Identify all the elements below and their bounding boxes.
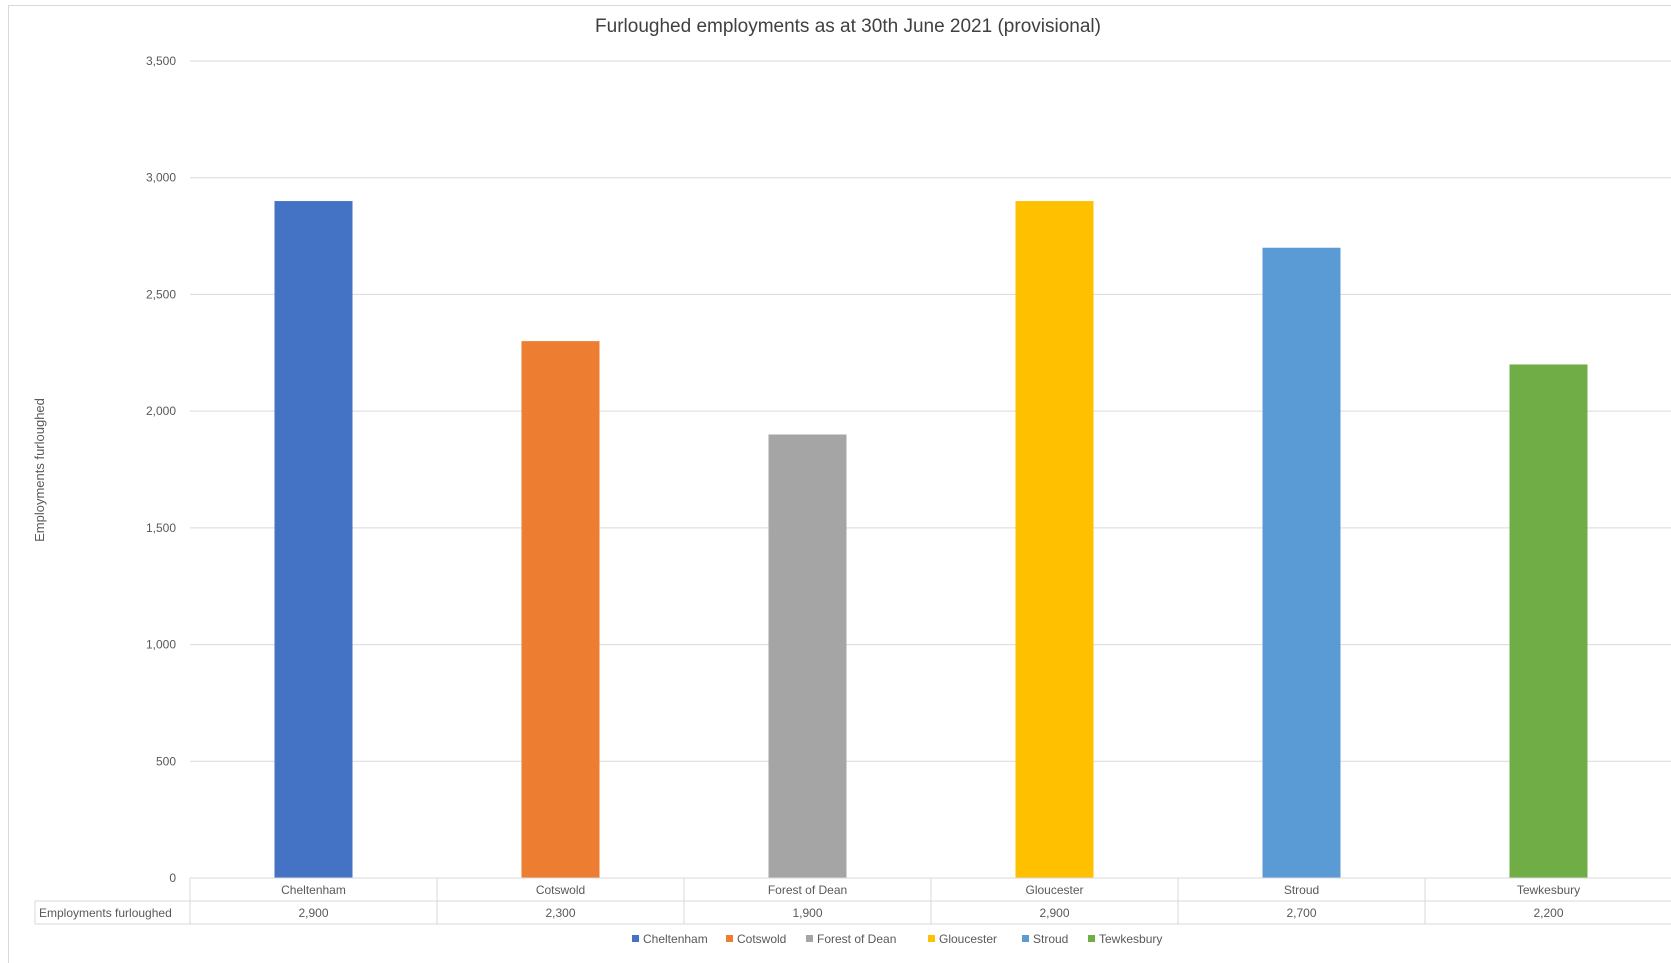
x-tick-label: Cotswold [536, 883, 585, 897]
x-tick-label: Stroud [1284, 883, 1319, 897]
y-tick-label: 0 [169, 871, 176, 885]
y-tick-label: 1,500 [146, 521, 176, 535]
legend-swatch [928, 935, 935, 942]
legend-swatch [1088, 935, 1095, 942]
y-tick-label: 500 [156, 754, 176, 768]
bar-cheltenham [274, 201, 353, 879]
bar-tewkesbury [1509, 364, 1588, 878]
bar-gloucester [1015, 201, 1094, 879]
y-tick-label: 2,500 [146, 287, 176, 301]
x-tick-label: Cheltenham [281, 883, 346, 897]
table-value: 2,900 [298, 906, 328, 920]
y-tick-label: 3,500 [146, 54, 176, 68]
table-value: 2,200 [1533, 906, 1563, 920]
legend-swatch [806, 935, 813, 942]
y-tick-label: 3,000 [146, 171, 176, 185]
legend-swatch [726, 935, 733, 942]
legend-label: Gloucester [939, 932, 997, 946]
x-tick-label: Gloucester [1025, 883, 1083, 897]
legend-label: Forest of Dean [817, 932, 896, 946]
legend-swatch [632, 935, 639, 942]
x-tick-label: Tewkesbury [1517, 883, 1580, 897]
table-value: 2,300 [545, 906, 575, 920]
legend-swatch [1022, 935, 1029, 942]
y-tick-label: 2,000 [146, 404, 176, 418]
legend-label: Stroud [1033, 932, 1068, 946]
table-value: 1,900 [792, 906, 822, 920]
chart-title: Furloughed employments as at 30th June 2… [595, 16, 1101, 37]
legend-label: Cheltenham [643, 932, 708, 946]
bar-forest-of-dean [768, 434, 847, 878]
y-axis-title: Employments furloughed [32, 398, 47, 542]
legend-label: Cotswold [737, 932, 786, 946]
table-value: 2,900 [1039, 906, 1069, 920]
bar-cotswold [521, 341, 600, 879]
bar-stroud [1262, 247, 1341, 878]
x-tick-label: Forest of Dean [768, 883, 847, 897]
table-row-label: Employments furloughed [39, 906, 172, 920]
table-value: 2,700 [1286, 906, 1316, 920]
legend-label: Tewkesbury [1099, 932, 1162, 946]
chart-frame [8, 5, 1671, 963]
y-tick-label: 1,000 [146, 638, 176, 652]
